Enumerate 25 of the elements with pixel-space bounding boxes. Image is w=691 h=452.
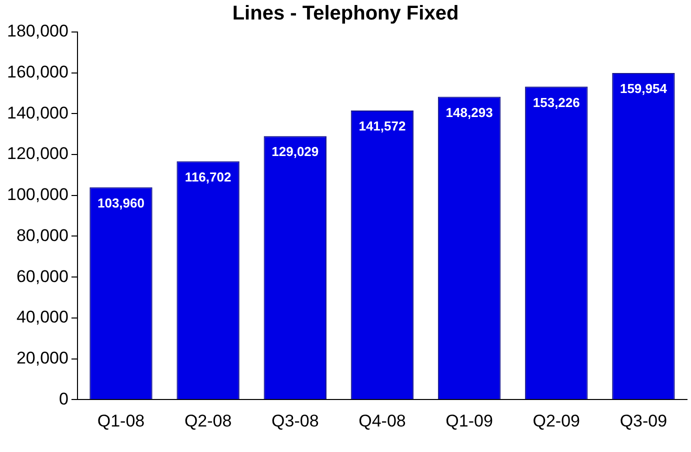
y-tick-label: 180,000 bbox=[7, 22, 68, 41]
x-tick-label: Q2-09 bbox=[532, 411, 580, 430]
data-label: 116,702 bbox=[184, 169, 232, 184]
data-label: 129,029 bbox=[272, 144, 319, 160]
y-tick-label: 160,000 bbox=[7, 62, 68, 82]
y-tick-label: 40,000 bbox=[16, 308, 68, 327]
y-tick-label: 60,000 bbox=[16, 266, 68, 286]
data-label: 103,960 bbox=[97, 195, 144, 210]
y-tick-label: 140,000 bbox=[7, 103, 68, 122]
x-tick-label: Q1-08 bbox=[97, 411, 145, 430]
chart-title: Lines - Telephony Fixed bbox=[232, 2, 459, 25]
x-tick-label: Q4-08 bbox=[358, 411, 406, 430]
y-tick-label: 0 bbox=[58, 389, 68, 408]
data-label: 148,293 bbox=[446, 104, 493, 120]
x-tick-label: Q2-08 bbox=[184, 411, 232, 430]
data-label: 141,572 bbox=[358, 118, 406, 134]
data-label: 153,226 bbox=[532, 94, 580, 110]
y-tick-label: 80,000 bbox=[16, 226, 68, 245]
y-tick-label: 20,000 bbox=[16, 348, 68, 368]
x-tick-label: Q3-09 bbox=[620, 411, 668, 430]
x-tick-label: Q1-09 bbox=[446, 411, 493, 430]
y-tick-label: 120,000 bbox=[7, 144, 68, 164]
y-tick-label: 100,000 bbox=[7, 185, 68, 204]
x-tick-label: Q3-08 bbox=[272, 411, 319, 430]
data-label: 159,954 bbox=[620, 81, 668, 96]
